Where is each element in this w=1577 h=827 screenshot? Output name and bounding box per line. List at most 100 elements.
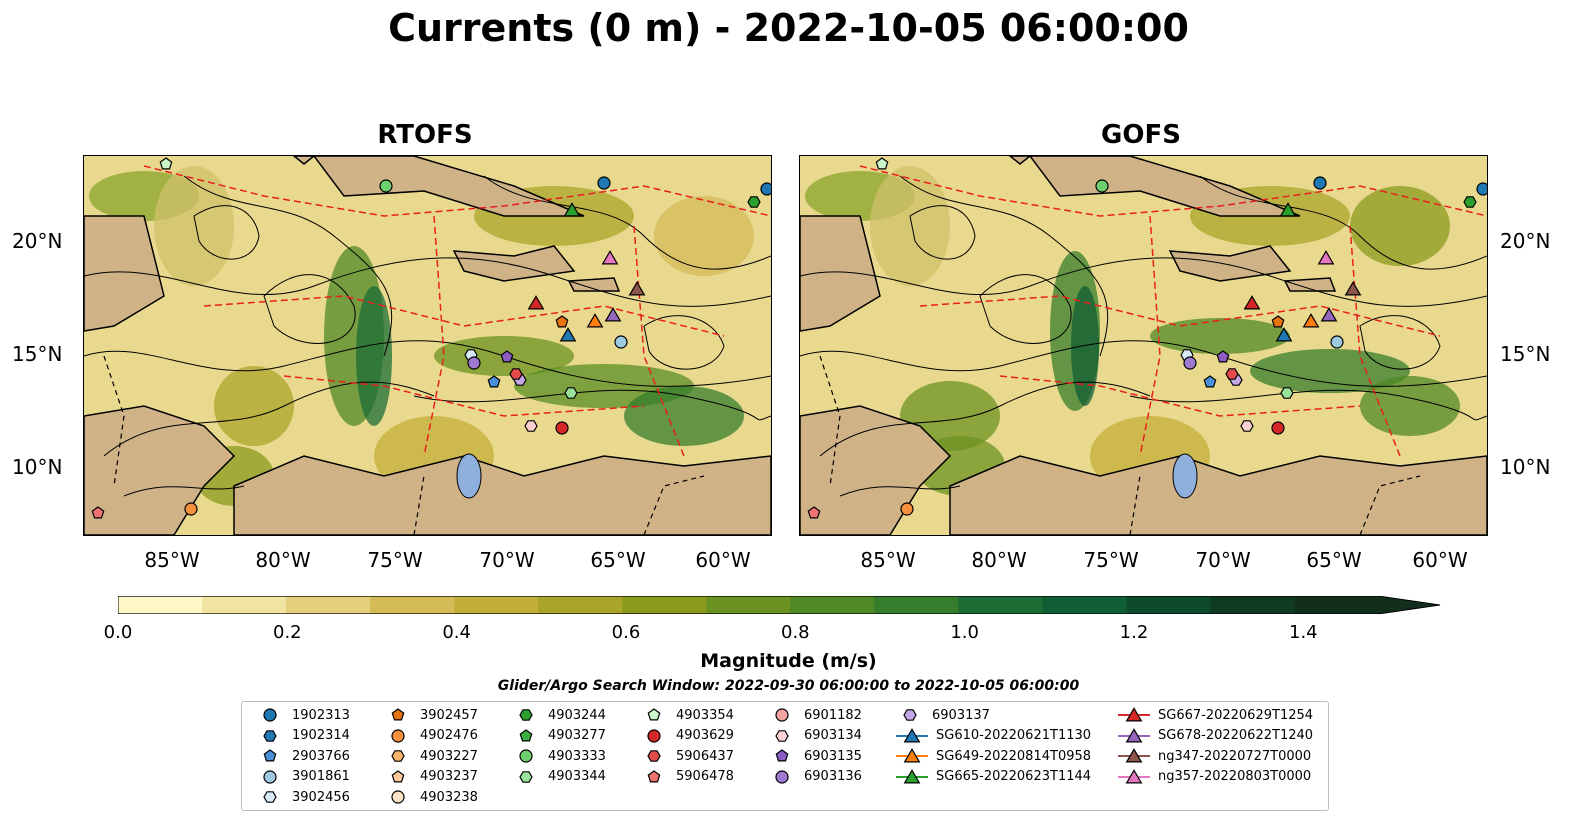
argo-float-marker bbox=[184, 502, 198, 516]
lake bbox=[456, 453, 482, 499]
float-circle-icon bbox=[391, 790, 405, 804]
current-magnitude-area bbox=[1071, 286, 1099, 406]
eez-boundary bbox=[1349, 225, 1401, 457]
float-hexagon-icon bbox=[263, 791, 277, 803]
lon-label-75w-right: 75°W bbox=[1083, 548, 1139, 572]
argo-float-marker bbox=[524, 420, 538, 432]
colorbar-segment bbox=[874, 596, 959, 614]
lon-label-85w-right: 85°W bbox=[860, 548, 916, 572]
country-border bbox=[1129, 475, 1141, 535]
legend-item: 6903135 bbox=[766, 746, 862, 766]
lon-label-60w-right: 60°W bbox=[1412, 548, 1468, 572]
legend-item: 3902457 bbox=[382, 705, 478, 725]
float-circle-icon bbox=[263, 769, 277, 784]
glider-marker bbox=[559, 327, 577, 342]
legend-label: ng357-20220803T0000 bbox=[1158, 769, 1312, 784]
current-streamline bbox=[979, 274, 1072, 344]
current-streamline bbox=[643, 315, 725, 370]
legend-label: 5906478 bbox=[676, 769, 734, 784]
legend-label: 6903134 bbox=[804, 728, 862, 743]
glider-marker bbox=[1302, 313, 1320, 328]
argo-float-marker bbox=[500, 350, 514, 363]
argo-float-marker bbox=[1240, 420, 1254, 432]
eez-boundary bbox=[1139, 215, 1161, 457]
float-hexagon-icon bbox=[519, 770, 533, 783]
glider-marker bbox=[1243, 295, 1261, 310]
lat-label-15n-right: 15°N bbox=[1500, 342, 1551, 366]
float-hexagon-icon bbox=[519, 709, 533, 721]
colorbar-segment bbox=[1210, 596, 1296, 614]
argo-float-marker bbox=[1216, 350, 1230, 363]
argo-float-marker bbox=[807, 506, 821, 519]
colorbar-tick-label: 1.0 bbox=[950, 622, 979, 643]
float-circle-icon bbox=[775, 769, 789, 784]
gofs-current-map bbox=[799, 155, 1488, 536]
legend-item: SG665-20220623T1144 bbox=[894, 767, 1091, 787]
current-streamline bbox=[1359, 315, 1441, 370]
colorbar-segment bbox=[1042, 596, 1127, 614]
lon-label-70w-right: 70°W bbox=[1195, 548, 1251, 572]
legend-item: 4903237 bbox=[382, 767, 478, 787]
colorbar-extend-arrow bbox=[1378, 596, 1441, 614]
colorbar-segment bbox=[454, 596, 539, 614]
legend-item: 6903137 bbox=[894, 705, 990, 725]
current-streamline bbox=[183, 175, 393, 357]
current-magnitude-area bbox=[624, 386, 744, 446]
current-streamline bbox=[193, 205, 260, 260]
legend-item: SG649-20220814T0958 bbox=[894, 746, 1091, 766]
lon-label-70w-left: 70°W bbox=[479, 548, 535, 572]
legend-label: 4903238 bbox=[420, 789, 478, 805]
legend-label: 4903333 bbox=[548, 748, 606, 764]
colorbar-tick-label: 1.2 bbox=[1119, 622, 1149, 643]
float-hexagon-icon bbox=[903, 709, 917, 721]
land-mass bbox=[313, 156, 585, 217]
legend-item: 5906437 bbox=[638, 746, 734, 766]
current-magnitude-area bbox=[1350, 186, 1450, 266]
argo-float-marker bbox=[1476, 182, 1487, 196]
legend-item: SG667-20220629T1254 bbox=[1116, 705, 1313, 725]
lat-label-10n-left: 10°N bbox=[12, 455, 63, 479]
legend-label: 3902456 bbox=[292, 789, 350, 805]
legend-label: SG665-20220623T1144 bbox=[936, 769, 1092, 784]
lon-label-85w-left: 85°W bbox=[144, 548, 200, 572]
land-mass bbox=[567, 277, 621, 292]
glider-triangle-icon bbox=[1118, 748, 1150, 763]
argo-float-marker bbox=[747, 196, 761, 208]
argo-float-marker bbox=[564, 387, 578, 399]
current-streamline bbox=[800, 340, 1487, 387]
colorbar-label: Magnitude (m/s) bbox=[700, 650, 877, 672]
argo-float-marker bbox=[1203, 375, 1217, 388]
argo-float-marker bbox=[467, 356, 481, 370]
legend-label: 6903136 bbox=[804, 769, 862, 784]
legend-item: 5906478 bbox=[638, 767, 734, 787]
eez-boundary bbox=[919, 295, 1441, 337]
current-magnitude-area bbox=[1150, 318, 1290, 354]
current-magnitude-area bbox=[356, 286, 392, 426]
legend-label: SG649-20220814T0958 bbox=[936, 748, 1092, 764]
colorbar-segment bbox=[202, 596, 287, 614]
legend-label: SG610-20220621T1130 bbox=[936, 728, 1092, 743]
glider-marker bbox=[527, 295, 545, 310]
land-mass bbox=[949, 455, 1487, 535]
eez-boundary bbox=[423, 215, 445, 457]
glider-marker bbox=[586, 313, 604, 328]
glider-marker bbox=[563, 202, 581, 217]
current-streamline bbox=[483, 175, 771, 270]
colorbar-segment bbox=[706, 596, 791, 614]
legend-item: 6903136 bbox=[766, 767, 862, 787]
legend-item: 1902314 bbox=[254, 726, 350, 746]
legend-label: 1902314 bbox=[292, 728, 350, 743]
float-hexagon-icon bbox=[647, 750, 661, 762]
float-hexagon-icon bbox=[263, 729, 277, 742]
current-streamline bbox=[1199, 175, 1487, 270]
eez-boundary bbox=[633, 225, 685, 457]
float-pentagon-icon bbox=[263, 749, 277, 762]
argo-float-marker bbox=[900, 502, 914, 516]
glider-triangle-icon bbox=[896, 768, 928, 783]
argo-float-marker bbox=[760, 182, 771, 196]
legend-item: 2903766 bbox=[254, 746, 350, 766]
land-mass bbox=[1029, 156, 1301, 217]
legend-label: 3902457 bbox=[420, 707, 478, 723]
legend-item: 6901182 bbox=[766, 705, 862, 725]
legend-item: 3901861 bbox=[254, 767, 350, 787]
